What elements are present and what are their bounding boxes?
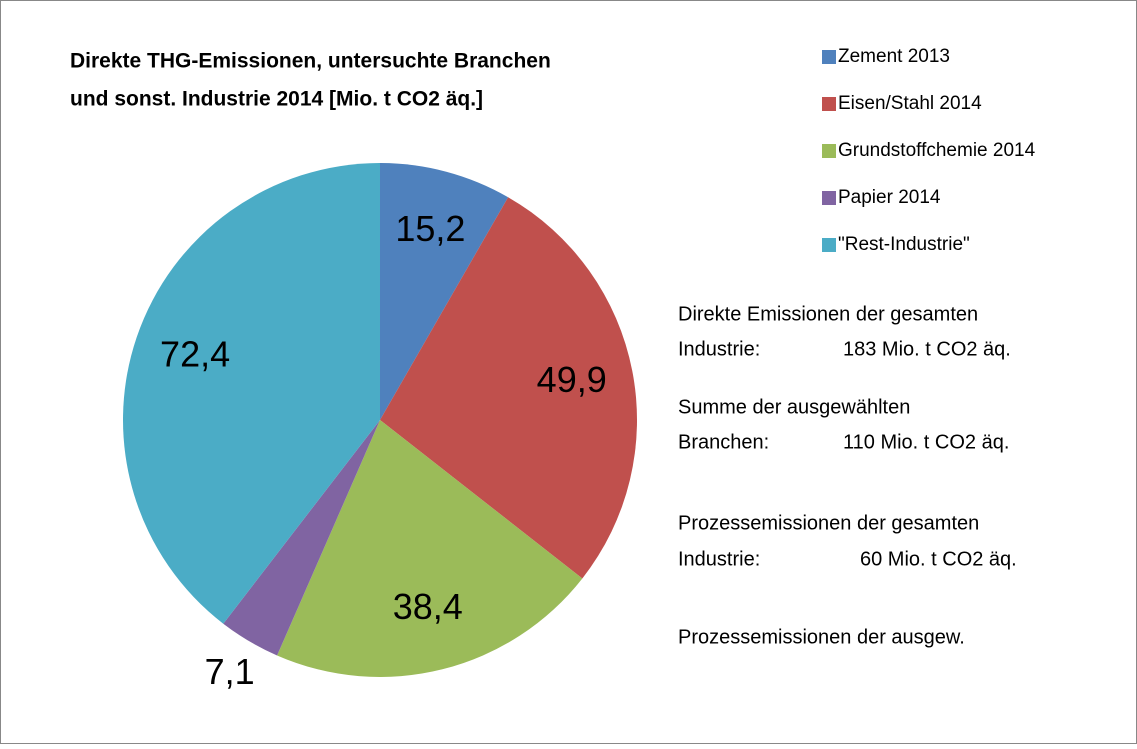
legend-swatch: [822, 238, 836, 252]
annotation: Direkte Emissionen der gesamten: [678, 303, 978, 325]
pie-slice: [123, 163, 381, 624]
annotation: 60 Mio. t CO2 äq.: [860, 548, 1017, 570]
annotation: Prozessemissionen der gesamten: [678, 512, 979, 534]
pie-slice: [380, 163, 509, 420]
annotation: Industrie:: [678, 338, 760, 360]
legend-label: Grundstoffchemie 2014: [838, 140, 1036, 161]
legend-swatch: [822, 50, 836, 64]
pie-slice: [277, 420, 583, 677]
data-label: 49,9: [537, 359, 607, 400]
annotation: Branchen:: [678, 431, 769, 453]
legend-label: "Rest-Industrie": [838, 234, 970, 255]
pie-slice: [380, 197, 637, 579]
data-label: 15,2: [395, 208, 465, 249]
legend-label: Papier 2014: [838, 187, 941, 208]
annotation: Industrie:: [678, 548, 760, 570]
annotation: 183 Mio. t CO2 äq.: [843, 338, 1011, 360]
legend-swatch: [822, 97, 836, 111]
chart-title: und sonst. Industrie 2014 [Mio. t CO2 äq…: [70, 88, 483, 111]
data-label: 7,1: [205, 651, 255, 692]
data-label: 38,4: [393, 586, 463, 627]
annotation: Summe der ausgewählten: [678, 396, 910, 418]
annotation: Prozessemissionen der ausgew.: [678, 626, 965, 648]
legend-swatch: [822, 191, 836, 205]
legend-label: Zement 2013: [838, 46, 950, 67]
legend-swatch: [822, 144, 836, 158]
chart-title: Direkte THG-Emissionen, untersuchte Bran…: [70, 50, 551, 73]
data-label: 72,4: [160, 334, 230, 375]
pie-slice: [223, 420, 380, 656]
legend-label: Eisen/Stahl 2014: [838, 93, 982, 114]
annotation: 110 Mio. t CO2 äq.: [843, 431, 1009, 453]
